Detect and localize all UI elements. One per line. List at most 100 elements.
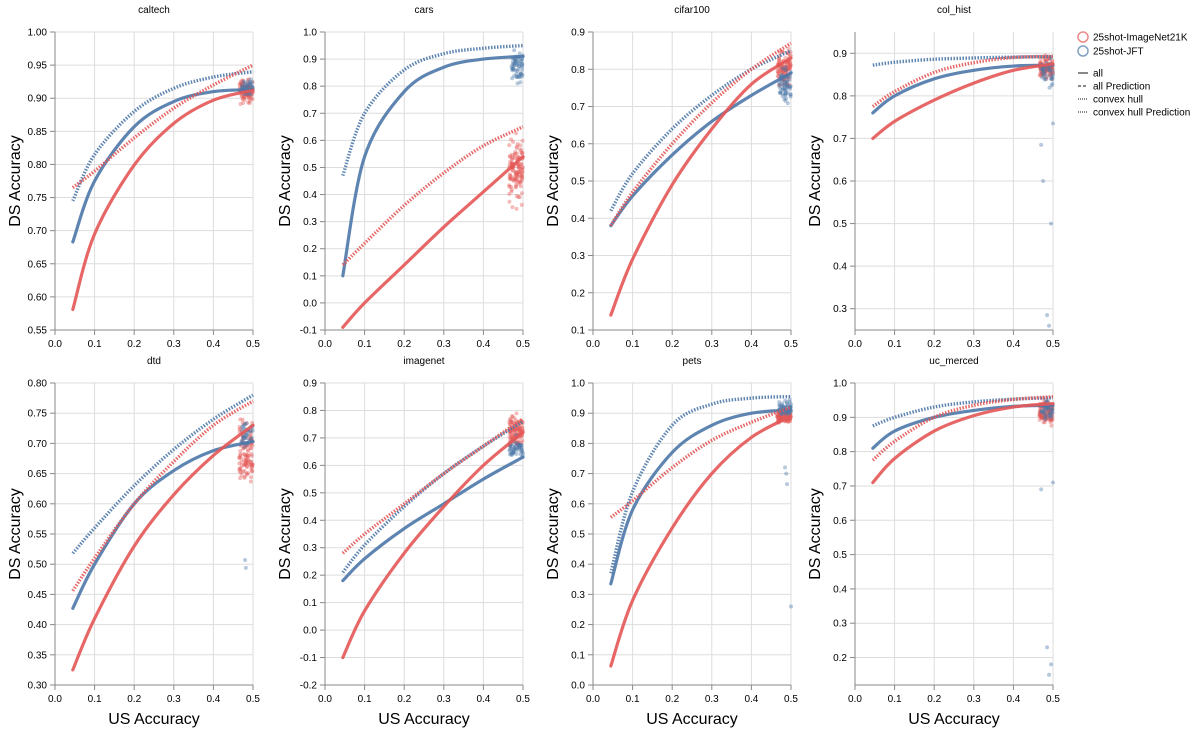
point-jft <box>1049 415 1054 420</box>
point-imagenet21k <box>519 151 524 156</box>
point-jft <box>1041 410 1046 415</box>
x-tick-label: 0.5 <box>516 339 530 350</box>
point-imagenet21k <box>515 142 520 147</box>
point-imagenet21k <box>248 462 253 467</box>
y-tick-label: 0.2 <box>303 244 317 255</box>
plot-area <box>609 41 793 317</box>
x-tick-label: 0.4 <box>1006 339 1020 350</box>
panel-dtd: 0.0 0.1 0.2 0.3 0.4 0.5 0.30 0.35 0.40 0.45 0.50 0.… <box>7 356 260 728</box>
point-jft <box>1047 412 1052 417</box>
point-imagenet21k <box>514 193 519 198</box>
x-tick-label: 0.2 <box>127 694 141 705</box>
point-jft <box>1050 75 1055 80</box>
point-imagenet21k <box>248 433 253 438</box>
point-imagenet21k <box>1047 66 1052 71</box>
point-imagenet21k <box>248 463 253 468</box>
point-jft <box>507 447 512 452</box>
point-imagenet21k <box>787 411 792 416</box>
point-imagenet21k <box>1050 407 1055 412</box>
point-imagenet21k <box>781 67 786 72</box>
point-imagenet21k <box>788 63 793 68</box>
point-imagenet21k <box>250 462 255 467</box>
point-imagenet21k <box>784 69 789 74</box>
point-jft <box>517 73 522 78</box>
point-imagenet21k <box>508 154 513 159</box>
point-imagenet21k <box>250 469 255 474</box>
legend-symbol-jft <box>1077 45 1089 57</box>
point-jft <box>779 412 784 417</box>
x-tick-label: 0.0 <box>848 694 862 705</box>
point-jft <box>1045 407 1050 412</box>
point-jft <box>783 465 788 470</box>
point-jft <box>784 68 789 73</box>
point-jft <box>520 450 525 455</box>
point-jft <box>248 77 253 82</box>
y-tick-label: 0.2 <box>571 620 585 631</box>
point-jft <box>250 80 255 85</box>
point-jft <box>512 63 517 68</box>
point-imagenet21k <box>1044 59 1049 64</box>
x-axis-title: US Accuracy <box>108 711 200 728</box>
point-imagenet21k <box>509 177 514 182</box>
point-imagenet21k <box>511 178 516 183</box>
y-tick-label: 0.6 <box>303 461 317 472</box>
point-imagenet21k <box>514 411 519 416</box>
point-imagenet21k <box>509 419 514 424</box>
point-imagenet21k <box>1050 411 1055 416</box>
x-tick-label: 0.4 <box>476 339 490 350</box>
point-jft <box>780 82 785 87</box>
point-jft <box>510 66 515 71</box>
point-imagenet21k <box>1048 73 1053 78</box>
point-imagenet21k <box>246 449 251 454</box>
x-tick-label: 0.0 <box>586 694 600 705</box>
point-jft <box>245 84 250 89</box>
point-imagenet21k <box>248 436 253 441</box>
point-imagenet21k <box>781 64 786 69</box>
panel-imagenet: 0.0 0.1 0.2 0.3 0.4 0.5 -0.2 -0.1 0.0 0.1 0.2 0.3 0.… <box>277 356 530 728</box>
point-imagenet21k <box>1047 68 1052 73</box>
point-jft <box>1039 487 1044 492</box>
point-imagenet21k <box>517 195 522 200</box>
point-jft <box>1045 398 1050 403</box>
point-jft <box>782 67 787 72</box>
point-jft <box>511 446 516 451</box>
point-imagenet21k <box>242 463 247 468</box>
point-jft <box>243 557 248 562</box>
point-imagenet21k <box>1041 413 1046 418</box>
point-jft <box>243 433 248 438</box>
point-imagenet21k <box>785 82 790 87</box>
x-tick-label: 0.2 <box>927 339 941 350</box>
x-tick-label: 0.4 <box>476 694 490 705</box>
point-imagenet21k <box>788 65 793 70</box>
point-imagenet21k <box>509 187 514 192</box>
y-tick-label: 0.0 <box>303 626 317 637</box>
point-imagenet21k <box>518 180 523 185</box>
point-imagenet21k <box>518 143 523 148</box>
point-jft <box>513 58 518 63</box>
point-imagenet21k <box>245 447 250 452</box>
point-imagenet21k <box>781 69 786 74</box>
point-imagenet21k <box>1047 414 1052 419</box>
point-jft <box>244 84 249 89</box>
point-imagenet21k <box>1037 412 1042 417</box>
point-jft <box>785 482 790 487</box>
point-imagenet21k <box>1045 67 1050 72</box>
point-jft <box>787 84 792 89</box>
point-imagenet21k <box>238 465 243 470</box>
point-imagenet21k <box>1041 409 1046 414</box>
point-imagenet21k <box>517 164 522 169</box>
point-imagenet21k <box>1048 70 1053 75</box>
point-imagenet21k <box>250 97 255 102</box>
point-imagenet21k <box>238 427 243 432</box>
x-tick-label: 0.3 <box>437 694 451 705</box>
point-jft <box>519 443 524 448</box>
point-imagenet21k <box>788 418 793 423</box>
point-imagenet21k <box>508 174 513 179</box>
y-tick-label: 0.75 <box>28 409 48 420</box>
point-imagenet21k <box>1043 414 1048 419</box>
panel-title: dtd <box>147 356 161 367</box>
point-imagenet21k <box>242 452 247 457</box>
point-imagenet21k <box>1043 72 1048 77</box>
point-imagenet21k <box>510 414 515 419</box>
point-jft <box>244 83 249 88</box>
